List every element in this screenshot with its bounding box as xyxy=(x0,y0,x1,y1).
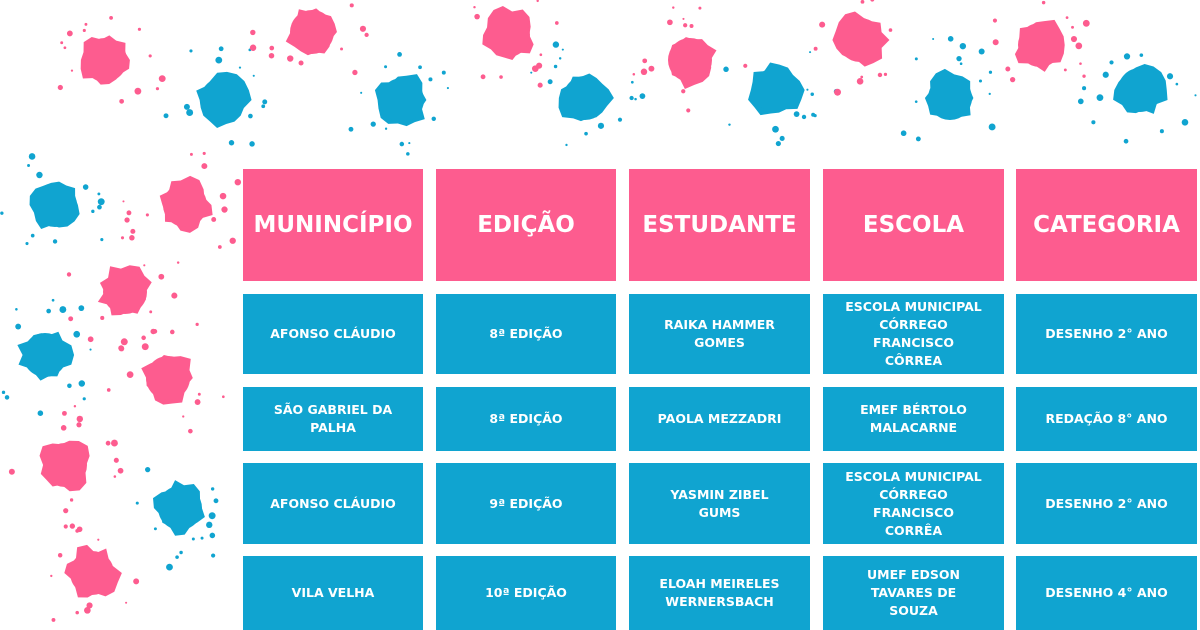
column-header: CATEGORIA xyxy=(1016,169,1197,281)
paint-splat xyxy=(135,466,219,571)
table-cell: VILA VELHA xyxy=(243,556,423,630)
paint-splat xyxy=(50,523,140,622)
column-header: ESCOLA xyxy=(823,169,1004,281)
paint-splat xyxy=(122,151,242,249)
table-cell: DESENHO 2° ANO xyxy=(1016,294,1197,374)
table-cell: ELOAH MEIRELES WERNERSBACH xyxy=(629,556,810,630)
table-cell: DESENHO 2° ANO xyxy=(1016,463,1197,544)
table-cell: YASMIN ZIBEL GUMS xyxy=(629,463,810,544)
table-cell: 8ª EDIÇÃO xyxy=(436,387,616,451)
column-header: EDIÇÃO xyxy=(436,169,616,281)
paint-splat xyxy=(632,6,748,113)
column-header: ESTUDANTE xyxy=(629,169,810,281)
table-cell: RAIKA HAMMER GOMES xyxy=(629,294,810,374)
table-cell: AFONSO CLÁUDIO xyxy=(243,294,423,374)
paint-splat xyxy=(530,41,646,147)
table-cell: PAOLA MEZZADRI xyxy=(629,387,810,451)
table-cell: EMEF BÉRTOLO MALACARNE xyxy=(823,387,1004,451)
table-cell: 10ª EDIÇÃO xyxy=(436,556,616,630)
table-cell: ESCOLA MUNICIPAL CÓRREGO FRANCISCO CORRÊ… xyxy=(823,463,1004,544)
table-cell: SÃO GABRIEL DA PALHA xyxy=(243,387,423,451)
table-cell: UMEF EDSON TAVARES DE SOUZA xyxy=(823,556,1004,630)
paint-splat xyxy=(1,298,92,417)
paint-splat xyxy=(8,405,124,514)
paint-splat xyxy=(813,0,893,96)
paint-splat xyxy=(106,322,225,434)
table-cell: 9ª EDIÇÃO xyxy=(436,463,616,544)
paint-splat xyxy=(163,46,268,147)
paint-splat xyxy=(66,235,180,351)
column-header: MUNINCÍPIO xyxy=(243,169,423,281)
table-cell: 8ª EDIÇÃO xyxy=(436,294,616,374)
table-cell: ESCOLA MUNICIPAL CÓRREGO FRANCISCO CÔRRE… xyxy=(823,294,1004,374)
paint-splat xyxy=(0,153,105,246)
paint-splat xyxy=(249,3,369,76)
table-cell: DESENHO 4° ANO xyxy=(1016,556,1197,630)
table-cell: REDAÇÃO 8° ANO xyxy=(1016,387,1197,451)
paint-splat xyxy=(723,51,839,147)
table-cell: AFONSO CLÁUDIO xyxy=(243,463,423,544)
paint-splat xyxy=(57,16,166,104)
paint-splat xyxy=(1077,53,1197,144)
paint-splat xyxy=(348,51,449,156)
paint-splat xyxy=(900,36,996,142)
paint-splat xyxy=(992,0,1090,83)
paint-splat xyxy=(473,0,559,88)
